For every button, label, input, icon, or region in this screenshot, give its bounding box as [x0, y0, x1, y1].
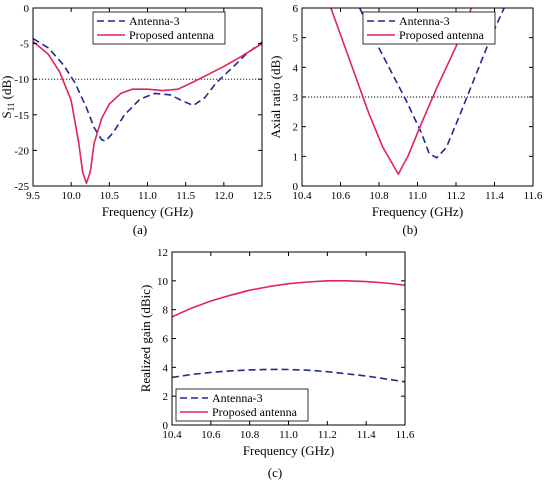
- y-tick-label: -10: [14, 74, 29, 86]
- legend-entry: Antenna-3: [212, 391, 263, 405]
- legend-box: [175, 388, 309, 422]
- y-tick-label: -25: [14, 181, 29, 193]
- x-tick-label: 11.5: [176, 190, 195, 202]
- x-tick-label: 10.4: [162, 429, 182, 441]
- x-tick-label: 10.6: [331, 190, 351, 202]
- x-tick-label: 12.0: [214, 190, 234, 202]
- y-tick-label: -15: [14, 110, 29, 122]
- x-tick-label: 10.8: [369, 190, 389, 202]
- y-tick-label: 6: [163, 334, 169, 346]
- y-tick-label: 0: [163, 420, 169, 432]
- y-tick-label: 12: [157, 247, 168, 259]
- x-tick-label: 10.6: [201, 429, 221, 441]
- x-axis-label: Frequency (GHz): [102, 204, 193, 219]
- x-tick-label: 11.6: [396, 429, 415, 441]
- x-tick-label: 10.5: [100, 190, 120, 202]
- series-line-antenna-3: [33, 37, 262, 142]
- panel-label: (c): [268, 465, 282, 480]
- y-tick-label: 10: [157, 276, 169, 288]
- x-axis-label: Frequency (GHz): [372, 204, 463, 219]
- y-tick-label: -5: [20, 39, 30, 51]
- x-tick-label: 10.8: [240, 429, 260, 441]
- legend-entry: Antenna-3: [399, 14, 450, 28]
- x-tick-label: 11.4: [485, 190, 504, 202]
- y-tick-label: 2: [293, 122, 299, 134]
- x-tick-label: 11.2: [318, 429, 337, 441]
- chart-panel-1: 10.4 10.6 10.8 11.0 11.2 11.4 11.6 0 1 2 3 4 5 6 Frequ…: [268, 3, 543, 237]
- legend-entry: Proposed antenna: [212, 405, 298, 419]
- series-line-proposed-antenna: [330, 8, 473, 175]
- x-tick-label: 11.0: [279, 429, 298, 441]
- x-tick-label: 11.0: [138, 190, 157, 202]
- panel-label: (b): [402, 222, 417, 237]
- y-tick-label: 4: [293, 62, 299, 74]
- x-tick-label: 11.0: [408, 190, 427, 202]
- y-tick-label: 5: [293, 33, 299, 45]
- y-axis-label: S11 (dB): [0, 76, 16, 119]
- x-tick-label: 11.2: [447, 190, 466, 202]
- x-tick-label: 12.5: [252, 190, 272, 202]
- y-tick-label: 1: [293, 151, 299, 163]
- legend-box: [362, 11, 496, 45]
- chart-panel-2: 10.4 10.6 10.8 11.0 11.2 11.4 11.6 0 2 4 6 8 10 12 Fre…: [138, 247, 415, 480]
- x-tick-label: 11.4: [357, 429, 376, 441]
- series-line-antenna-3: [172, 368, 405, 383]
- chart-panel-0: 9.5 10.0 10.5 11.0 11.5 12.0 12.5 -25 -20 -15 -10 -…: [0, 3, 272, 237]
- series-line-proposed-antenna: [172, 279, 405, 318]
- y-tick-label: 3: [293, 92, 299, 104]
- series-line-proposed-antenna: [33, 40, 262, 184]
- series-line-antenna-3: [358, 8, 505, 159]
- y-tick-label: 8: [163, 305, 169, 317]
- legend-box: [92, 11, 226, 45]
- legend-entry: Antenna-3: [129, 14, 180, 28]
- y-tick-label: 4: [163, 362, 169, 374]
- x-tick-label: 11.6: [524, 190, 543, 202]
- x-tick-label: 10.0: [62, 190, 82, 202]
- y-tick-label: 2: [163, 391, 169, 403]
- x-tick-label: 10.4: [292, 190, 312, 202]
- x-tick-label: 9.5: [26, 190, 40, 202]
- y-tick-label: -20: [14, 145, 29, 157]
- legend-entry: Proposed antenna: [399, 28, 485, 42]
- y-axis-label: Axial ratio (dB): [268, 55, 283, 138]
- panel-label: (a): [133, 222, 147, 237]
- x-axis-label: Frequency (GHz): [243, 443, 334, 458]
- legend-entry: Proposed antenna: [129, 28, 215, 42]
- y-tick-label: 6: [293, 3, 299, 15]
- y-tick-label: 0: [293, 181, 299, 193]
- y-tick-label: 0: [24, 3, 30, 15]
- y-axis-label: Realized gain (dBic): [138, 285, 153, 393]
